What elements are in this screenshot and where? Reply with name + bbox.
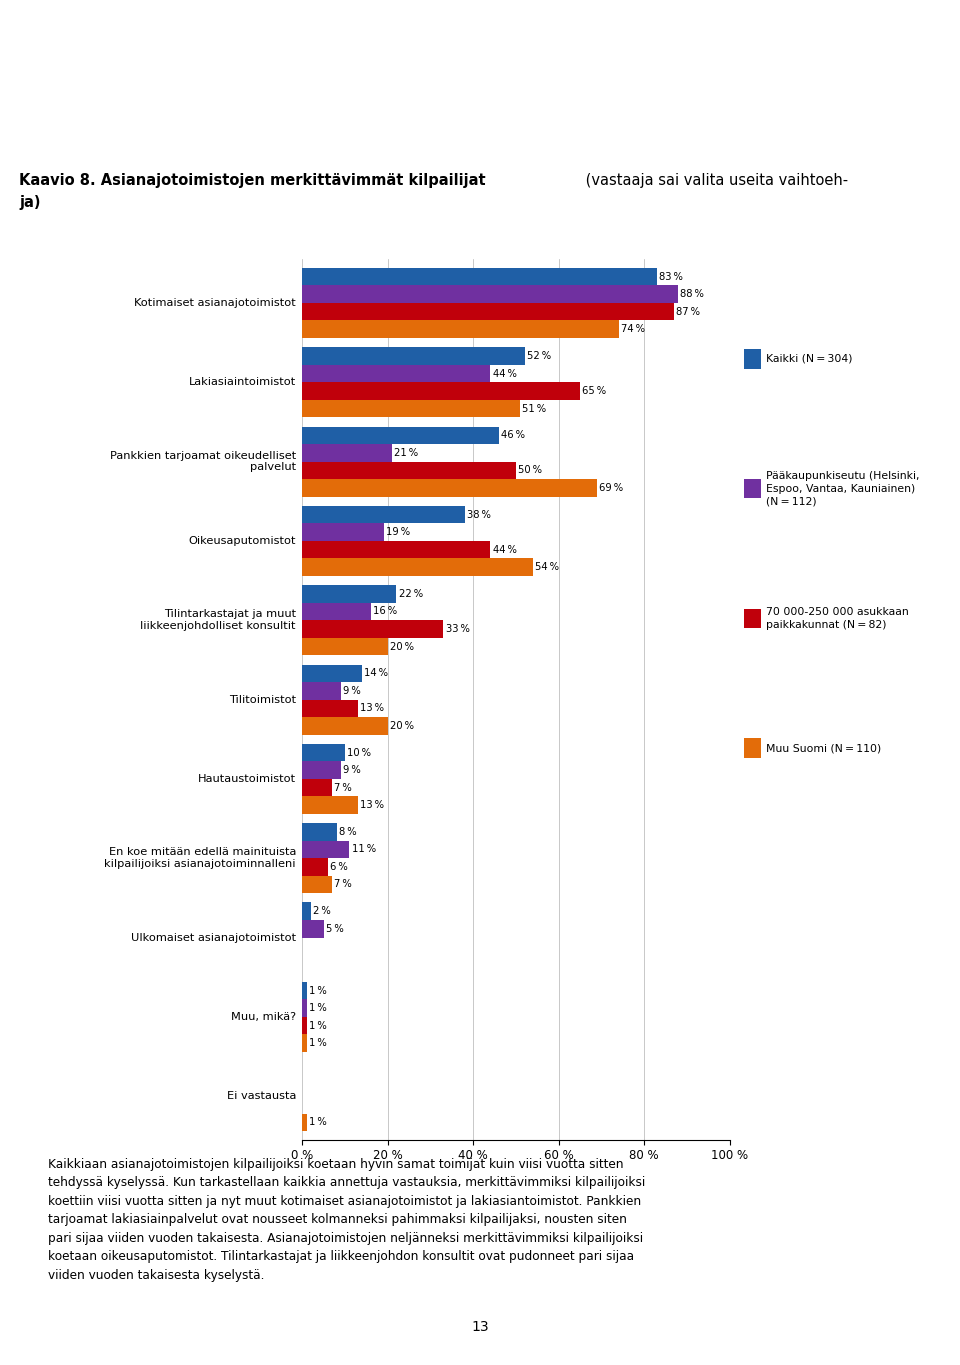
Text: ja): ja) [19, 195, 40, 210]
Text: 20 %: 20 % [390, 642, 414, 651]
Text: 5 %: 5 % [325, 924, 344, 934]
Text: Kotimaiset asianajotoimistot: Kotimaiset asianajotoimistot [134, 298, 296, 308]
Text: 13 %: 13 % [360, 800, 384, 811]
Bar [302, 426, 499, 444]
Bar [302, 699, 358, 717]
Bar [302, 902, 311, 920]
Bar [302, 999, 306, 1017]
Bar [302, 823, 337, 841]
Text: 52 %: 52 % [527, 351, 551, 360]
Bar [302, 779, 332, 796]
Text: Oikeusaputomistot: Oikeusaputomistot [188, 536, 296, 546]
Text: 20 %: 20 % [390, 721, 414, 730]
Bar [302, 541, 491, 558]
Text: 88 %: 88 % [681, 289, 705, 299]
Bar [302, 506, 465, 523]
Text: 13 %: 13 % [360, 703, 384, 714]
Bar [302, 620, 444, 637]
Text: 21 %: 21 % [395, 448, 419, 457]
Bar [302, 1114, 306, 1132]
Bar [302, 558, 533, 576]
Bar [302, 523, 384, 541]
Bar [302, 717, 388, 734]
Text: 44 %: 44 % [492, 545, 516, 554]
Text: Tilintarkastajat ja muut
liikkeenjohdolliset konsultit: Tilintarkastajat ja muut liikkeenjohdoll… [140, 609, 296, 631]
Bar [302, 665, 362, 682]
Text: Tilitoimistot: Tilitoimistot [228, 695, 296, 704]
Text: 1 %: 1 % [309, 986, 326, 995]
Text: 83 %: 83 % [660, 272, 683, 281]
Text: 16 %: 16 % [372, 606, 397, 617]
Text: 38 %: 38 % [467, 509, 491, 520]
Bar [302, 762, 341, 779]
Bar [302, 382, 580, 400]
Bar [302, 347, 524, 364]
Text: 19 %: 19 % [386, 527, 410, 538]
Text: 54 %: 54 % [536, 562, 560, 572]
Text: 7 %: 7 % [334, 879, 352, 890]
Bar [302, 444, 392, 461]
Text: 7 %: 7 % [334, 782, 352, 793]
Text: 1 %: 1 % [309, 1021, 326, 1031]
Bar [302, 400, 520, 418]
Text: Ei vastausta: Ei vastausta [227, 1091, 296, 1102]
Bar [302, 285, 679, 303]
Text: 46 %: 46 % [501, 430, 525, 441]
Text: 50 %: 50 % [518, 465, 542, 475]
Text: Kaikki (N = 304): Kaikki (N = 304) [766, 354, 852, 364]
Text: 13: 13 [471, 1320, 489, 1334]
Text: 1 %: 1 % [309, 1118, 326, 1127]
Text: 10 %: 10 % [348, 748, 372, 758]
Bar [302, 859, 328, 876]
Text: 1 %: 1 % [309, 1003, 326, 1013]
Bar [302, 586, 396, 603]
Text: 2 %: 2 % [313, 906, 331, 916]
Bar [302, 461, 516, 479]
Bar [302, 876, 332, 893]
Bar [302, 303, 674, 321]
Text: (vastaaja sai valita useita vaihtoeh-: (vastaaja sai valita useita vaihtoeh- [581, 173, 848, 188]
Bar [302, 841, 349, 859]
Bar [302, 1017, 306, 1035]
Bar [302, 479, 597, 497]
Text: 9 %: 9 % [343, 766, 361, 775]
Text: 44 %: 44 % [492, 369, 516, 378]
Text: Lakiasiaintoimistot: Lakiasiaintoimistot [189, 377, 296, 388]
Text: Muu Suomi (N = 110): Muu Suomi (N = 110) [766, 743, 881, 753]
Text: 87 %: 87 % [676, 307, 700, 317]
Text: Ulkomaiset asianajotoimistot: Ulkomaiset asianajotoimistot [131, 932, 296, 942]
Text: 14 %: 14 % [365, 669, 389, 678]
Text: 70 000-250 000 asukkaan
paikkakunnat (N = 82): 70 000-250 000 asukkaan paikkakunnat (N … [766, 607, 909, 629]
Bar [302, 981, 306, 999]
Bar [302, 682, 341, 699]
Text: 1 %: 1 % [309, 1039, 326, 1048]
Text: Kaikkiaan asianajotoimistojen kilpailijoiksi koetaan hyvin samat toimijat kuin v: Kaikkiaan asianajotoimistojen kilpailijo… [48, 1158, 645, 1282]
Text: Muu, mikä?: Muu, mikä? [230, 1011, 296, 1022]
Bar [302, 603, 371, 620]
Text: Hautaustoimistot: Hautaustoimistot [198, 774, 296, 784]
Bar [302, 321, 618, 339]
Bar [302, 1035, 306, 1052]
Bar [302, 744, 346, 762]
Text: 65 %: 65 % [582, 386, 607, 396]
Text: 69 %: 69 % [599, 483, 623, 493]
Text: 8 %: 8 % [339, 827, 356, 837]
Text: Pankkien tarjoamat oikeudelliset
palvelut: Pankkien tarjoamat oikeudelliset palvelu… [109, 450, 296, 472]
Bar [302, 364, 491, 382]
Text: 9 %: 9 % [343, 685, 361, 696]
Bar [302, 920, 324, 938]
Text: 51 %: 51 % [522, 404, 546, 414]
Bar [302, 268, 657, 285]
Text: Pääkaupunkiseutu (Helsinki,
Espoo, Vantaa, Kauniainen)
(N = 112): Pääkaupunkiseutu (Helsinki, Espoo, Vanta… [766, 471, 920, 506]
Text: Kaavio 8. Asianajotoimistojen merkittävimmät kilpailijat: Kaavio 8. Asianajotoimistojen merkittävi… [19, 173, 486, 188]
Bar [302, 796, 358, 814]
Text: 74 %: 74 % [621, 325, 645, 334]
Bar [302, 637, 388, 655]
Text: 11 %: 11 % [351, 845, 375, 854]
Text: 33 %: 33 % [445, 624, 469, 633]
Text: En koe mitään edellä mainituista
kilpailijoiksi asianajotoiminnalleni: En koe mitään edellä mainituista kilpail… [105, 848, 296, 870]
Text: 6 %: 6 % [330, 861, 348, 872]
Text: 22 %: 22 % [398, 588, 422, 599]
